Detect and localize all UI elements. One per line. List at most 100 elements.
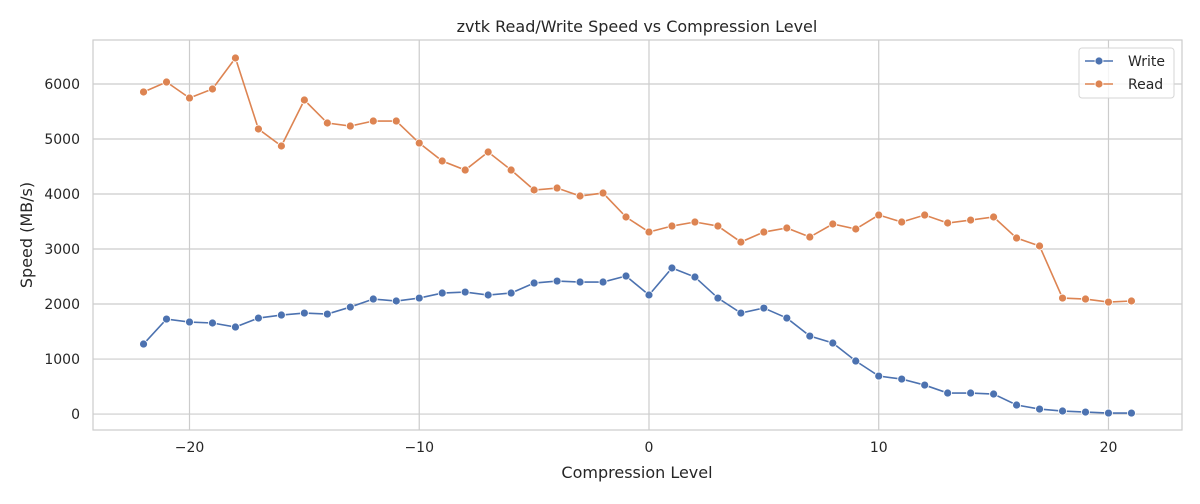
read-point [713, 221, 723, 231]
write-point [185, 317, 194, 327]
read-point [1081, 294, 1090, 304]
y-tick-label: 1000 [44, 352, 80, 368]
read-point [644, 227, 654, 237]
read-point [851, 224, 861, 234]
write-point [437, 288, 447, 298]
write-point [736, 308, 746, 318]
read-point [460, 165, 470, 175]
read-point [759, 227, 769, 237]
x-tick-label: −10 [404, 440, 434, 456]
read-point [897, 217, 907, 227]
write-point [1104, 408, 1113, 418]
y-tick-label: 5000 [44, 132, 80, 148]
write-point [897, 374, 907, 384]
write-point [667, 263, 677, 273]
write-point [460, 287, 470, 297]
write-point [989, 389, 999, 399]
write-point [1035, 404, 1044, 414]
tick-labels: −20 −10 0 10 20 0 1000 2000 3000 4000 5000 6000 [44, 77, 1117, 456]
legend-write-marker [1094, 56, 1104, 66]
x-tick-label: 20 [1100, 440, 1118, 456]
write-point [299, 308, 309, 318]
read-point [828, 219, 838, 229]
read-point [391, 116, 401, 126]
write-point [162, 314, 171, 324]
write-line [142, 267, 1132, 414]
write-point [782, 313, 792, 323]
read-point [322, 118, 332, 128]
read-point [506, 165, 516, 175]
y-axis-label: Speed (MB/s) [17, 182, 36, 288]
write-point [139, 339, 148, 349]
x-axis-label: Compression Level [561, 463, 712, 482]
write-point [575, 277, 585, 287]
write-point [483, 290, 493, 300]
plot-frame [92, 39, 1183, 431]
write-point [828, 338, 838, 348]
read-point [874, 210, 884, 220]
write-point [208, 318, 217, 328]
write-point [1127, 408, 1136, 418]
write-point [690, 272, 700, 282]
read-point [368, 116, 378, 126]
read-point [437, 156, 447, 166]
chart-title: zvtk Read/Write Speed vs Compression Lev… [457, 17, 818, 36]
read-point [276, 141, 286, 151]
read-point [920, 210, 930, 220]
write-point [345, 302, 355, 312]
y-tick-label: 2000 [44, 297, 80, 313]
read-point [299, 95, 309, 105]
read-point [254, 124, 263, 134]
x-tick-label: 0 [645, 440, 654, 456]
read-point [966, 215, 976, 225]
legend-write-label: Write [1128, 54, 1165, 70]
read-point [345, 121, 355, 131]
read-point [231, 53, 240, 63]
write-point [644, 290, 654, 300]
write-point [805, 331, 815, 341]
read-point [943, 218, 953, 228]
write-point [851, 356, 861, 366]
read-point [736, 237, 746, 247]
write-point [231, 322, 240, 332]
read-point [529, 185, 539, 195]
write-point [713, 293, 723, 303]
read-line [143, 56, 1132, 303]
read-point [667, 221, 677, 231]
legend-read-marker [1094, 79, 1104, 89]
write-point [1012, 400, 1021, 410]
y-tick-label: 0 [71, 407, 80, 423]
read-point [805, 232, 815, 242]
read-point [690, 217, 700, 227]
write-point [920, 380, 930, 390]
write-point [874, 371, 884, 381]
write-point [506, 288, 516, 298]
write-point [322, 309, 332, 319]
write-point [621, 271, 631, 281]
read-point [1058, 293, 1067, 303]
write-point [598, 277, 608, 287]
read-point [1104, 297, 1113, 307]
legend: Write Read [1078, 47, 1175, 99]
write-point [943, 388, 953, 398]
write-point [529, 278, 539, 288]
write-point [1081, 407, 1090, 417]
write-point [552, 276, 562, 286]
read-point [575, 191, 585, 201]
write-point [759, 303, 769, 313]
read-point [1012, 233, 1021, 243]
series [139, 53, 1136, 418]
legend-read-label: Read [1128, 77, 1163, 93]
read-point [552, 183, 562, 193]
read-point [1127, 296, 1136, 306]
read-point [989, 212, 999, 222]
read-point [139, 87, 148, 97]
y-tick-label: 3000 [44, 242, 80, 258]
read-point [621, 212, 631, 222]
write-point [254, 313, 263, 323]
read-point [162, 77, 171, 87]
read-point [598, 188, 608, 198]
read-point [483, 147, 493, 157]
read-point [1035, 241, 1044, 251]
